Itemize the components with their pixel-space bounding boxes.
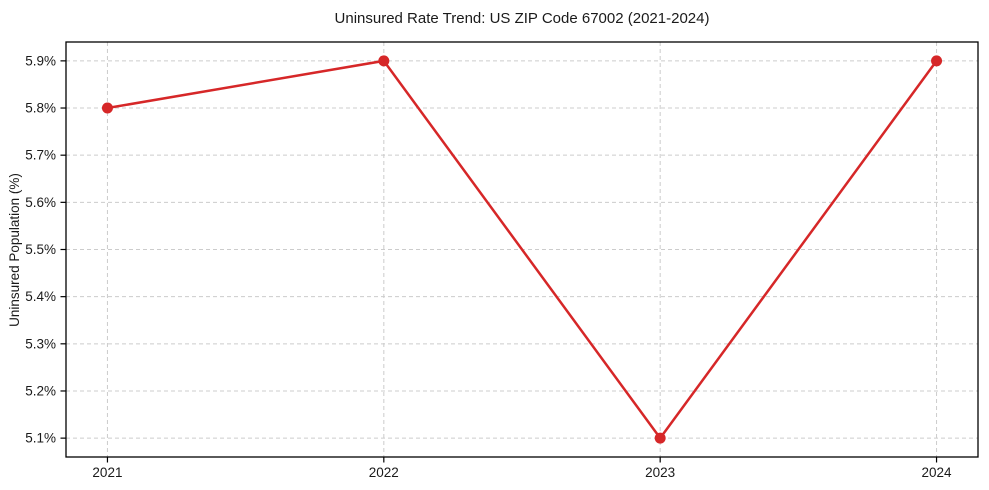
x-tick-labels: 2021 2022 2023 2024 bbox=[92, 465, 952, 480]
data-points bbox=[101, 55, 943, 444]
x-tick-label: 2023 bbox=[645, 465, 675, 480]
chart-title: Uninsured Rate Trend: US ZIP Code 67002 … bbox=[335, 10, 710, 27]
data-point-2021 bbox=[101, 102, 113, 114]
axis-ticks bbox=[60, 60, 938, 463]
y-tick-labels: 5.1% 5.2% 5.3% 5.4% 5.5% 5.6% 5.7% 5.8% 5.9% bbox=[25, 53, 56, 445]
y-tick-label: 5.5% bbox=[25, 242, 56, 257]
y-tick-label: 5.9% bbox=[25, 53, 56, 68]
y-tick-label: 5.6% bbox=[25, 195, 56, 210]
y-tick-label: 5.1% bbox=[25, 431, 56, 446]
y-tick-label: 5.2% bbox=[25, 383, 56, 398]
y-axis-label: Uninsured Population (%) bbox=[7, 173, 22, 327]
y-tick-label: 5.7% bbox=[25, 148, 56, 163]
trend-line bbox=[106, 59, 938, 440]
grid-lines bbox=[66, 42, 978, 457]
x-tick-label: 2024 bbox=[922, 465, 953, 480]
x-tick-label: 2021 bbox=[92, 465, 122, 480]
y-tick-label: 5.3% bbox=[25, 336, 56, 351]
data-point-2023 bbox=[654, 432, 666, 444]
y-tick-label: 5.8% bbox=[25, 101, 56, 116]
data-point-2024 bbox=[931, 55, 943, 67]
data-point-2022 bbox=[378, 55, 390, 67]
x-tick-label: 2022 bbox=[369, 465, 399, 480]
y-tick-label: 5.4% bbox=[25, 289, 56, 304]
